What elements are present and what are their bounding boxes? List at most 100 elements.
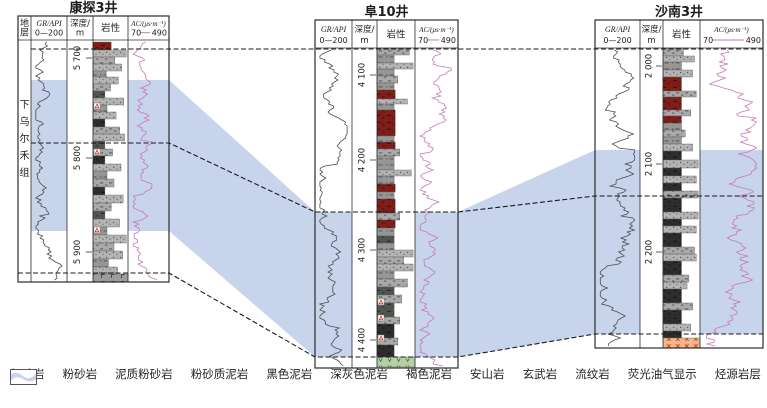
source-rock-bands	[31, 80, 763, 357]
lith-texture	[93, 259, 109, 267]
lith-texture	[377, 104, 395, 110]
lith-texture	[663, 183, 682, 191]
depth-unit: m	[647, 36, 655, 46]
lith-texture	[93, 149, 113, 156]
lith-texture	[377, 324, 395, 338]
well-table-border	[17, 15, 170, 283]
show-triangle-icon	[378, 299, 384, 305]
lith-header: 岩性	[672, 28, 692, 40]
lith-texture	[93, 187, 105, 195]
legend-item: 烃源岩层	[10, 367, 761, 385]
gr-header: GR/API	[321, 25, 347, 34]
lith-texture	[663, 130, 686, 137]
formation-label-char: 禾	[20, 150, 30, 162]
gr-range: 0—200	[603, 36, 631, 45]
well-title: 康探3井	[69, 0, 117, 16]
lith-texture	[663, 191, 699, 198]
depth-tick-label: 5 700	[73, 46, 83, 70]
lith-texture	[93, 171, 107, 179]
legend-label: 黑色泥岩	[266, 367, 313, 381]
lith-texture	[663, 62, 682, 70]
lith-texture	[377, 279, 408, 287]
gr-header: GR/API	[605, 25, 631, 34]
lith-texture	[377, 192, 395, 199]
lith-texture	[377, 99, 408, 104]
legend-item: 黑色泥岩	[10, 367, 313, 385]
legend-label: 玄武岩	[522, 367, 558, 381]
lith-texture	[93, 179, 114, 187]
lith-texture	[663, 123, 682, 130]
lith-texture	[377, 48, 410, 55]
lith-texture	[663, 198, 682, 212]
lith-texture	[663, 144, 693, 151]
lith-texture	[663, 77, 682, 91]
legend-label: 泥质粉砂岩	[115, 367, 173, 381]
lith-texture	[93, 57, 115, 64]
lith-texture	[93, 50, 127, 57]
lith-texture	[663, 56, 695, 62]
lith-texture	[377, 69, 395, 76]
legend-label: 粉砂岩	[62, 367, 98, 381]
lith-texture	[93, 274, 128, 282]
well-table-border	[594, 19, 764, 349]
ac-curve	[705, 49, 758, 347]
legend-item: 深灰色泥岩	[10, 367, 388, 385]
ac-curve	[419, 49, 453, 367]
lith-texture	[377, 220, 396, 228]
show-triangle-icon	[94, 103, 100, 109]
lith-texture	[663, 137, 682, 144]
lith-texture	[377, 90, 396, 99]
lith-texture	[663, 48, 684, 56]
depth-header: 深度/	[355, 24, 375, 35]
legend-label: 褐色泥岩	[405, 367, 452, 381]
source-rock-band	[700, 150, 763, 334]
lith-texture	[93, 119, 105, 127]
legend-label: 深灰色泥岩	[330, 367, 388, 381]
lith-texture	[663, 254, 697, 261]
lith-texture	[663, 70, 693, 77]
legend-label: 粉砂质泥岩	[190, 367, 249, 381]
lith-texture	[377, 176, 395, 184]
strat-header: 层	[20, 28, 29, 39]
lith-texture	[377, 236, 395, 243]
fluorescent-show-marker	[93, 226, 101, 234]
lith-header: 岩性	[101, 22, 121, 34]
ac-range-lo: 70	[418, 36, 428, 45]
legend-item: 安山岩	[10, 368, 505, 385]
source-band-icon	[11, 372, 36, 382]
ac-range-hi: 490	[441, 36, 456, 45]
strat-header: 地	[20, 17, 29, 29]
ac-header: AC/(μs·m⁻¹)	[130, 20, 166, 28]
lith-texture	[663, 116, 682, 123]
lith-texture	[663, 151, 682, 160]
correlation-line	[18, 272, 763, 358]
lith-texture	[663, 212, 699, 219]
source-rock-band	[128, 80, 169, 231]
lith-texture	[377, 228, 395, 236]
lith-texture	[377, 142, 396, 149]
legend-item: 粉砂岩	[10, 367, 98, 385]
fluorescent-show-marker	[93, 102, 101, 110]
fluorescent-show-marker	[377, 334, 385, 342]
lith-header: 岩性	[386, 28, 406, 40]
source-rock-band	[169, 80, 315, 357]
lith-texture	[663, 226, 697, 233]
show-triangle-icon	[378, 315, 384, 321]
lith-texture	[663, 168, 682, 176]
lith-texture	[377, 170, 412, 176]
lith-texture	[93, 195, 124, 203]
lithology-columns	[92, 41, 701, 368]
depth-tick-label: 4 100	[358, 63, 368, 87]
legend-label: 烃源岩层	[714, 367, 761, 381]
lith-texture	[377, 338, 398, 345]
fluorescent-show-marker	[93, 148, 101, 156]
lith-texture	[93, 141, 105, 149]
lith-texture	[377, 345, 395, 357]
legend-label: 流纹岩	[575, 367, 610, 381]
depth-tick-label: 2 000	[645, 54, 655, 78]
formation-label-char: 组	[20, 166, 30, 179]
gr-header: GR/API	[36, 19, 62, 28]
lith-texture	[377, 184, 396, 192]
